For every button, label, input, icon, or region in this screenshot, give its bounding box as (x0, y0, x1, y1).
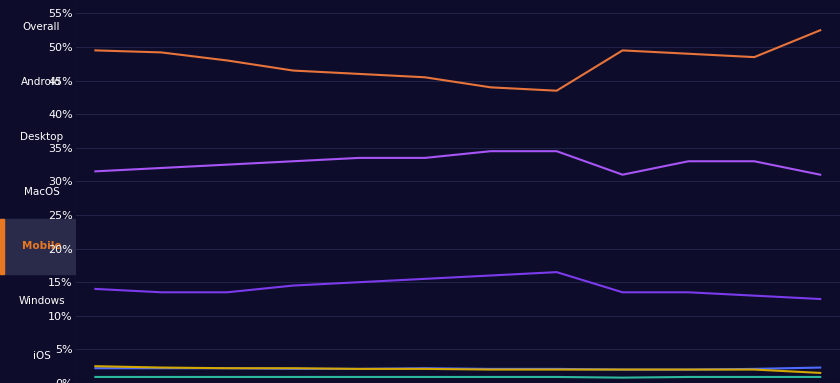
Opera 0.9% (156, 375, 166, 379)
Text: Windows: Windows (18, 296, 65, 306)
Yandex Browser 32.8% (486, 149, 496, 154)
Opera 0.9% (354, 375, 364, 379)
Chrome 47.4% (354, 72, 364, 76)
Yandex Browser 32.8% (354, 155, 364, 160)
Chrome 47.4% (288, 68, 298, 73)
Chrome 47.4% (222, 58, 232, 63)
Samsung Internet 2.2% (684, 367, 694, 372)
Other 2.2% (91, 364, 101, 368)
Other 2.2% (222, 366, 232, 370)
Line: Yandex Browser 32.8%: Yandex Browser 32.8% (96, 151, 820, 175)
Other 2.2% (749, 367, 759, 372)
Opera 0.9% (486, 375, 496, 379)
Line: Chrome 47.4%: Chrome 47.4% (96, 30, 820, 91)
Opera 0.9% (288, 375, 298, 379)
Chrome 47.4% (552, 88, 562, 93)
Other 2.2% (552, 367, 562, 372)
Line: Opera 0.9%: Opera 0.9% (96, 377, 820, 378)
Safari 14.4% (749, 293, 759, 298)
Yandex Browser 32.8% (156, 166, 166, 170)
Samsung Internet 2.2% (815, 365, 825, 370)
Yandex Browser 32.8% (288, 159, 298, 164)
Other 2.2% (288, 366, 298, 370)
Samsung Internet 2.2% (91, 366, 101, 370)
Text: iOS: iOS (33, 351, 50, 361)
Samsung Internet 2.2% (486, 367, 496, 371)
Opera 0.9% (617, 375, 627, 380)
Other 2.2% (617, 367, 627, 372)
Chrome 47.4% (156, 50, 166, 55)
Other 2.2% (815, 371, 825, 375)
Yandex Browser 32.8% (749, 159, 759, 164)
Text: MacOS: MacOS (24, 187, 60, 196)
Yandex Browser 32.8% (552, 149, 562, 154)
Safari 14.4% (617, 290, 627, 295)
Other 2.2% (156, 365, 166, 370)
Line: Other 2.2%: Other 2.2% (96, 366, 820, 373)
Opera 0.9% (815, 375, 825, 379)
Line: Safari 14.4%: Safari 14.4% (96, 272, 820, 299)
Yandex Browser 32.8% (617, 172, 627, 177)
Safari 14.4% (552, 270, 562, 275)
Safari 14.4% (420, 277, 430, 281)
Safari 14.4% (156, 290, 166, 295)
Safari 14.4% (486, 273, 496, 278)
Yandex Browser 32.8% (420, 155, 430, 160)
Text: Desktop: Desktop (20, 132, 63, 142)
Samsung Internet 2.2% (420, 366, 430, 370)
Opera 0.9% (749, 375, 759, 379)
Chrome 47.4% (684, 51, 694, 56)
Safari 14.4% (354, 280, 364, 285)
Samsung Internet 2.2% (222, 366, 232, 370)
Chrome 47.4% (91, 48, 101, 53)
Safari 14.4% (815, 297, 825, 301)
Opera 0.9% (420, 375, 430, 379)
Samsung Internet 2.2% (156, 366, 166, 370)
Opera 0.9% (684, 375, 694, 379)
Other 2.2% (420, 367, 430, 371)
Opera 0.9% (91, 375, 101, 379)
Samsung Internet 2.2% (288, 367, 298, 371)
Chrome 47.4% (617, 48, 627, 53)
Yandex Browser 32.8% (815, 172, 825, 177)
Chrome 47.4% (815, 28, 825, 33)
Text: Android: Android (21, 77, 62, 87)
Safari 14.4% (222, 290, 232, 295)
Safari 14.4% (684, 290, 694, 295)
Other 2.2% (354, 367, 364, 371)
Samsung Internet 2.2% (354, 367, 364, 371)
Yandex Browser 32.8% (222, 162, 232, 167)
Safari 14.4% (288, 283, 298, 288)
Safari 14.4% (91, 286, 101, 291)
Opera 0.9% (552, 375, 562, 379)
Chrome 47.4% (749, 55, 759, 59)
Chrome 47.4% (420, 75, 430, 80)
Samsung Internet 2.2% (617, 367, 627, 372)
Chrome 47.4% (486, 85, 496, 90)
Samsung Internet 2.2% (552, 367, 562, 371)
Opera 0.9% (222, 375, 232, 379)
Yandex Browser 32.8% (91, 169, 101, 173)
Other 2.2% (486, 367, 496, 372)
Line: Samsung Internet 2.2%: Samsung Internet 2.2% (96, 368, 820, 370)
Bar (0, 219, 76, 273)
Samsung Internet 2.2% (749, 367, 759, 371)
Text: Mobile: Mobile (22, 241, 61, 251)
Bar (0, 219, 4, 273)
Text: Overall: Overall (23, 22, 60, 32)
Other 2.2% (684, 367, 694, 372)
Yandex Browser 32.8% (684, 159, 694, 164)
